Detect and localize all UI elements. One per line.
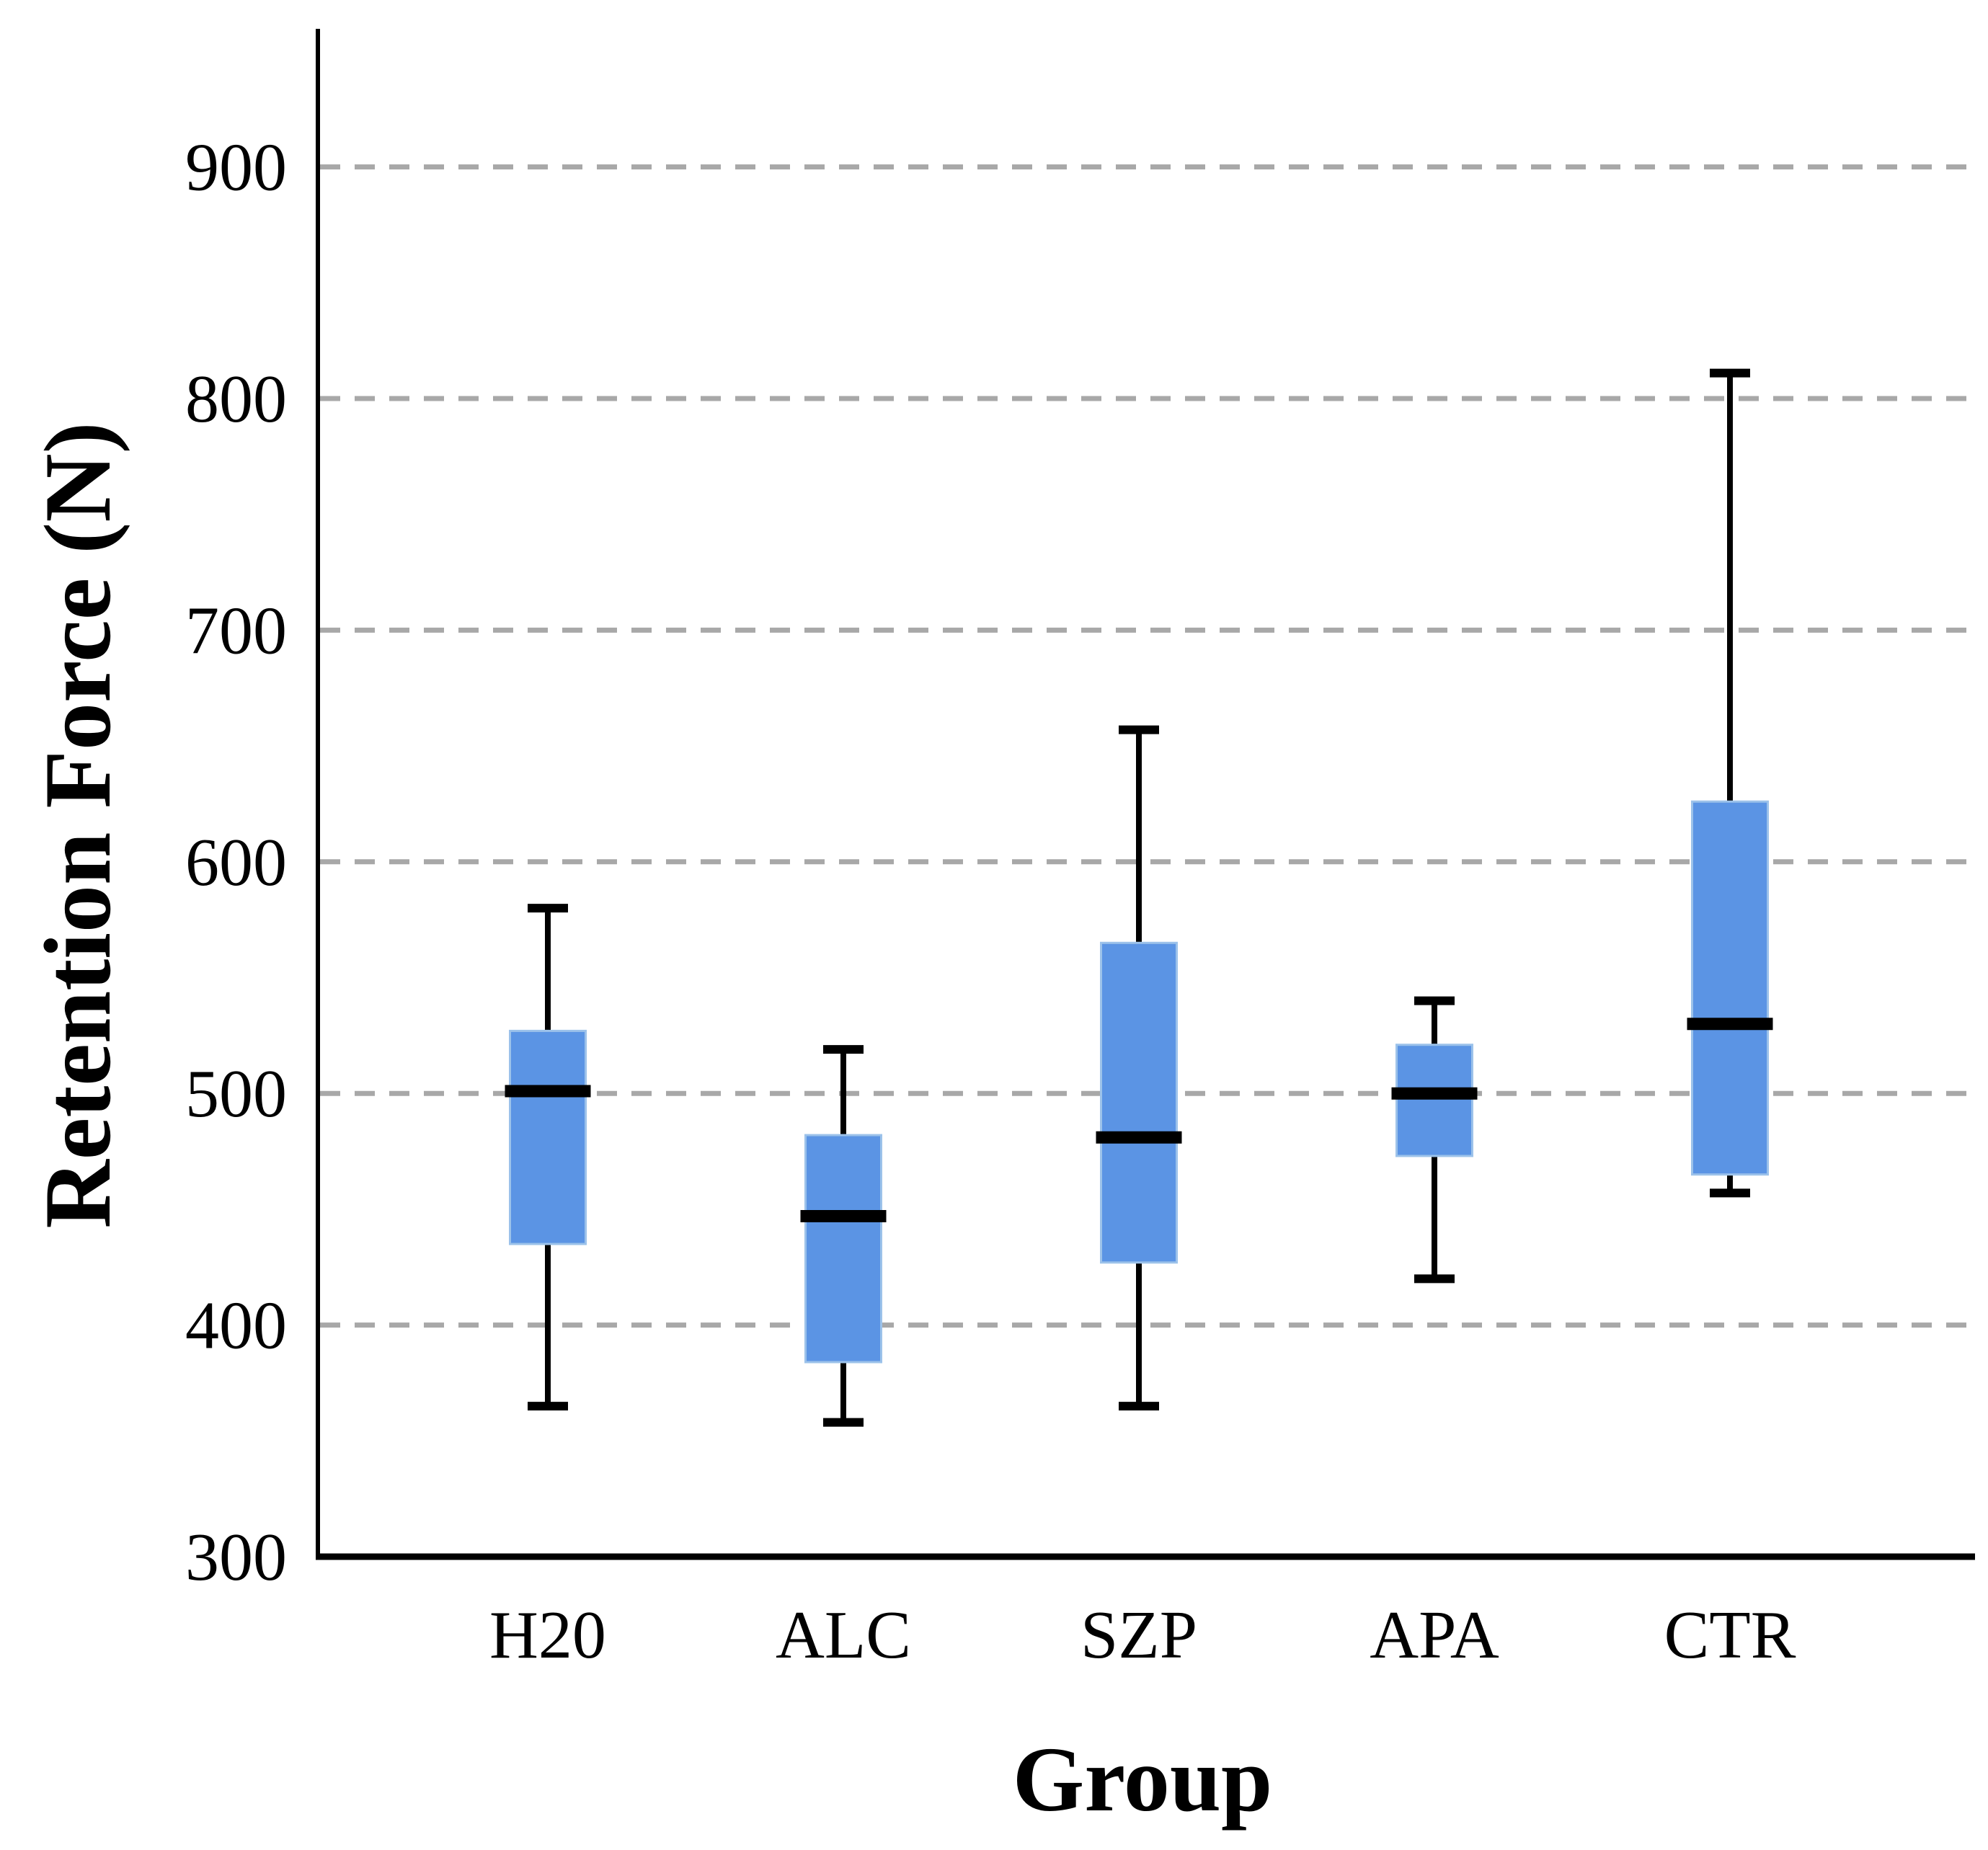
iqr-box-SZP bbox=[1100, 941, 1178, 1264]
x-axis-title: Group bbox=[1013, 1728, 1272, 1831]
y-tick-label-300: 300 bbox=[185, 1520, 287, 1595]
box-group-H20 bbox=[505, 904, 591, 1411]
x-category-labels: H20 ALC SZP APA CTR bbox=[489, 1598, 1796, 1673]
y-tick-label-800: 800 bbox=[185, 362, 287, 437]
y-tick-label-600: 600 bbox=[185, 825, 287, 900]
boxes-layer bbox=[505, 368, 1773, 1427]
x-category-label-H20: H20 bbox=[489, 1598, 606, 1673]
y-axis-title: Retention Force (N) bbox=[25, 422, 130, 1228]
box-group-SZP bbox=[1096, 725, 1182, 1411]
y-tick-label-900: 900 bbox=[185, 130, 287, 205]
y-tick-label-700: 700 bbox=[185, 593, 287, 668]
x-category-label-ALC: ALC bbox=[776, 1598, 911, 1673]
x-category-label-SZP: SZP bbox=[1080, 1598, 1197, 1673]
y-tick-labels: 900 800 700 600 500 400 300 bbox=[185, 130, 287, 1595]
iqr-box-APA bbox=[1395, 1044, 1473, 1157]
box-group-ALC bbox=[800, 1045, 887, 1427]
iqr-box-CTR bbox=[1691, 800, 1769, 1176]
y-tick-label-400: 400 bbox=[185, 1289, 287, 1364]
iqr-box-H20 bbox=[509, 1029, 587, 1245]
y-tick-label-500: 500 bbox=[185, 1057, 287, 1131]
box-group-CTR bbox=[1687, 368, 1773, 1198]
box-group-APA bbox=[1391, 996, 1478, 1284]
x-category-label-APA: APA bbox=[1370, 1598, 1499, 1673]
iqr-box-ALC bbox=[804, 1134, 882, 1364]
x-category-label-CTR: CTR bbox=[1664, 1598, 1796, 1673]
